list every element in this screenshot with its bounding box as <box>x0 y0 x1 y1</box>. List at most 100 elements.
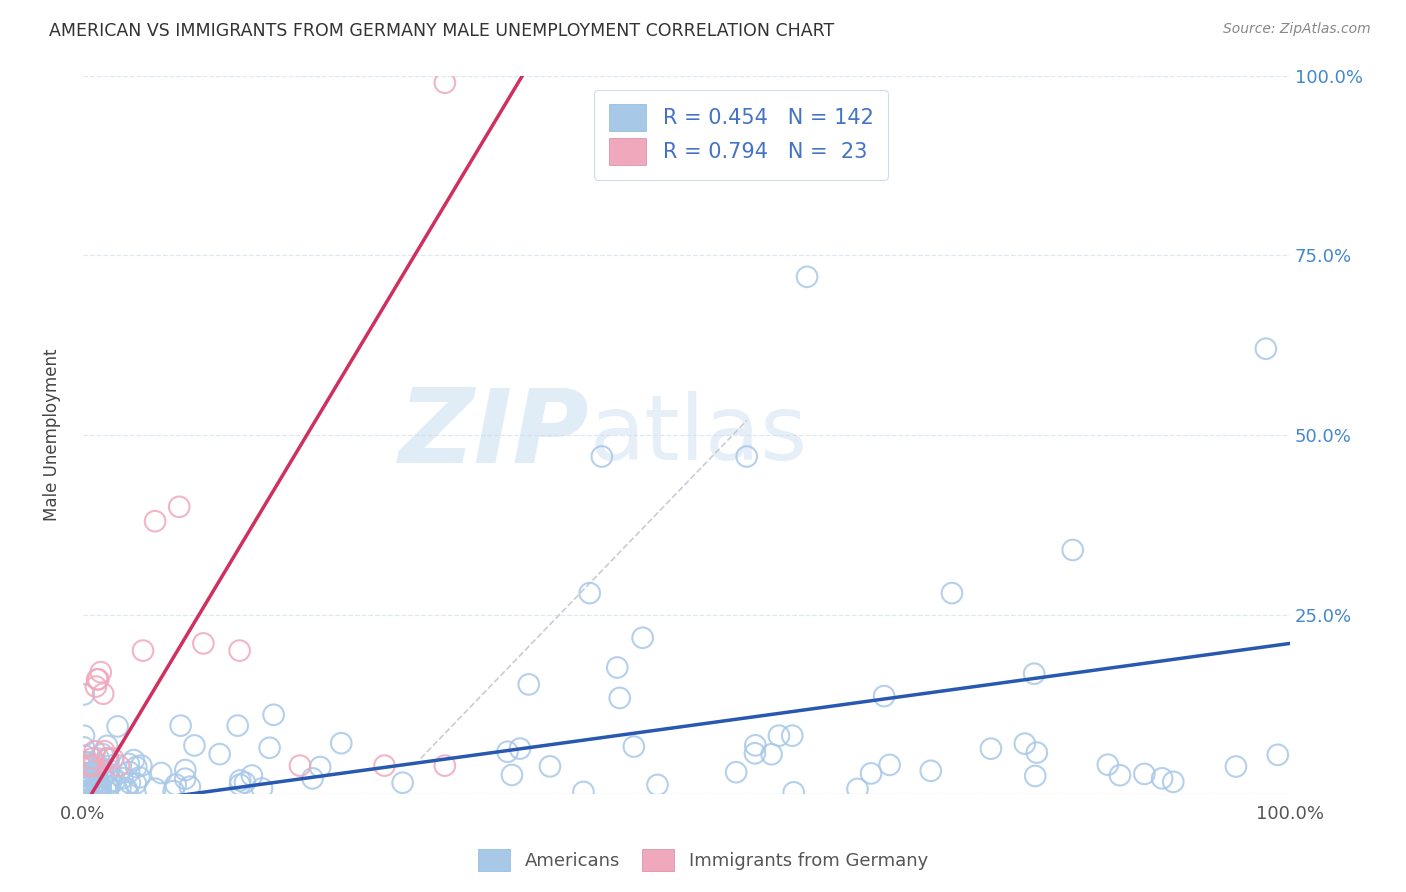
Point <box>183 739 205 753</box>
Point <box>208 747 231 761</box>
Point <box>73 786 96 800</box>
Point <box>250 781 273 796</box>
Point <box>73 758 96 772</box>
Point <box>97 751 120 765</box>
Point <box>87 778 110 792</box>
Point <box>97 751 120 765</box>
Point <box>169 719 191 733</box>
Point <box>93 744 115 758</box>
Point <box>90 780 112 794</box>
Point <box>783 785 806 799</box>
Point <box>578 586 600 600</box>
Point <box>1267 747 1289 762</box>
Point <box>100 774 122 789</box>
Point <box>509 741 531 756</box>
Point <box>80 783 103 797</box>
Point <box>129 758 152 772</box>
Point <box>229 773 252 788</box>
Legend: R = 0.454   N = 142, R = 0.794   N =  23: R = 0.454 N = 142, R = 0.794 N = 23 <box>595 89 889 179</box>
Point <box>82 751 104 765</box>
Point <box>744 747 766 761</box>
Point <box>76 756 98 770</box>
Point <box>73 748 96 763</box>
Point <box>80 771 103 785</box>
Point <box>87 784 110 798</box>
Point <box>538 759 561 773</box>
Point <box>1161 774 1184 789</box>
Point <box>108 758 131 772</box>
Text: atlas: atlas <box>589 391 808 479</box>
Point <box>761 747 783 762</box>
Point <box>73 780 96 794</box>
Point <box>73 770 96 784</box>
Point <box>118 756 141 771</box>
Point <box>143 781 166 796</box>
Point <box>125 776 148 790</box>
Point <box>84 785 107 799</box>
Point <box>75 775 97 789</box>
Point <box>259 740 281 755</box>
Point <box>91 763 114 777</box>
Point <box>174 763 197 777</box>
Point <box>1254 342 1277 356</box>
Legend: Americans, Immigrants from Germany: Americans, Immigrants from Germany <box>471 842 935 879</box>
Point <box>233 775 256 789</box>
Point <box>77 776 100 790</box>
Point <box>77 756 100 771</box>
Point <box>107 719 129 733</box>
Point <box>93 770 115 784</box>
Point <box>76 785 98 799</box>
Point <box>193 636 215 650</box>
Point <box>77 780 100 794</box>
Point <box>873 689 896 703</box>
Point <box>90 665 112 680</box>
Point <box>75 787 97 801</box>
Point <box>86 778 108 792</box>
Point <box>1097 757 1119 772</box>
Point <box>110 780 132 795</box>
Point <box>1133 767 1156 781</box>
Y-axis label: Male Unemployment: Male Unemployment <box>44 349 60 521</box>
Point <box>768 729 790 743</box>
Point <box>97 780 120 795</box>
Point <box>433 758 456 772</box>
Point <box>73 773 96 788</box>
Point <box>84 786 107 800</box>
Point <box>591 450 613 464</box>
Point <box>606 660 628 674</box>
Point <box>174 772 197 786</box>
Point <box>433 76 456 90</box>
Point <box>143 514 166 528</box>
Point <box>980 741 1002 756</box>
Point <box>107 783 129 797</box>
Point <box>73 766 96 780</box>
Point <box>104 773 127 788</box>
Point <box>1152 772 1174 786</box>
Point <box>735 450 758 464</box>
Point <box>73 777 96 791</box>
Point <box>83 744 105 758</box>
Point <box>84 680 107 694</box>
Point <box>87 786 110 800</box>
Point <box>73 772 96 787</box>
Point <box>89 780 111 794</box>
Point <box>165 778 187 792</box>
Point <box>623 739 645 754</box>
Point <box>111 771 134 785</box>
Point <box>1025 746 1047 760</box>
Point <box>920 764 942 778</box>
Point <box>725 765 748 780</box>
Point <box>76 773 98 788</box>
Point <box>744 739 766 753</box>
Point <box>83 758 105 772</box>
Point <box>496 745 519 759</box>
Point <box>118 776 141 790</box>
Point <box>101 751 124 765</box>
Point <box>780 729 803 743</box>
Point <box>846 781 869 796</box>
Point <box>96 739 118 753</box>
Point <box>240 768 263 782</box>
Point <box>572 785 595 799</box>
Point <box>96 751 118 765</box>
Point <box>73 740 96 755</box>
